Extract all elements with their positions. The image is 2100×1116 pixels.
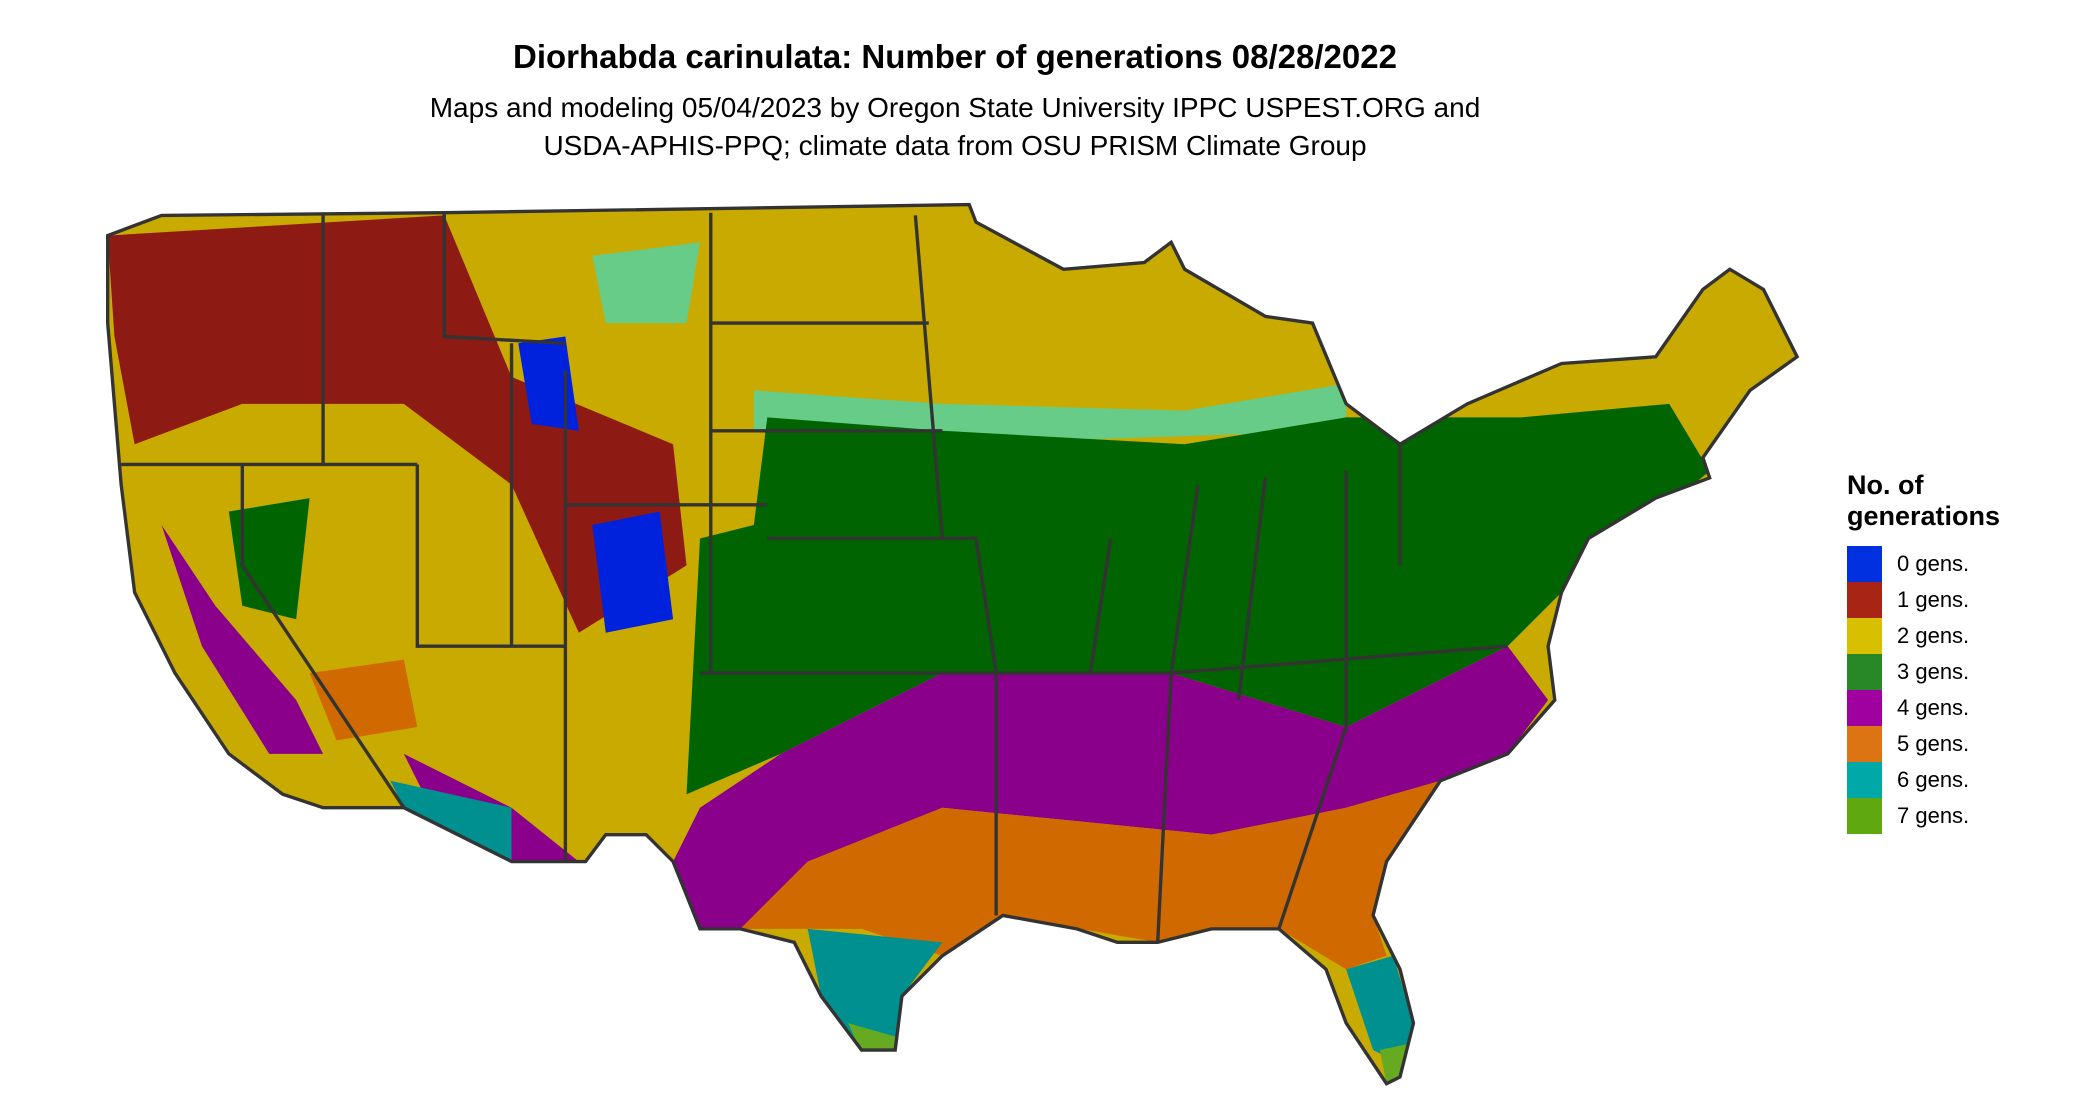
legend-label: 7 gens. — [1897, 803, 1970, 828]
state-borders — [106, 202, 1799, 1086]
map-title: Diorhabda carinulata: Number of generati… — [513, 38, 1397, 75]
region-3-gens — [228, 403, 1710, 795]
legend-item: 3 gens. — [1847, 654, 2000, 690]
legend-title-line-2: generations — [1847, 501, 2001, 531]
legend-item: 7 gens. — [1847, 798, 2000, 834]
legend-label: 0 gens. — [1897, 551, 1970, 576]
legend-label: 3 gens. — [1897, 659, 1970, 684]
legend-label: 6 gens. — [1897, 767, 1970, 792]
legend-item: 4 gens. — [1847, 690, 2000, 726]
map-subtitle-line-2: USDA-APHIS-PPQ; climate data from OSU PR… — [543, 130, 1367, 161]
legend-label: 2 gens. — [1897, 623, 1970, 648]
legend-swatch — [1847, 798, 1882, 834]
legend-item: 1 gens. — [1847, 582, 2000, 618]
region-0-gens — [518, 336, 674, 633]
legend-title: No. of generations — [1847, 470, 2000, 532]
legend-swatch — [1847, 690, 1882, 726]
region-6-gens — [390, 780, 1414, 1064]
region-3-gens-light — [592, 242, 1347, 445]
region-5-gens — [309, 659, 1441, 970]
legend-label: 5 gens. — [1897, 731, 1970, 756]
legend-item: 2 gens. — [1847, 618, 2000, 654]
region-7-gens — [848, 1023, 1411, 1084]
legend-swatch — [1847, 582, 1882, 618]
legend-swatch — [1847, 618, 1882, 654]
legend-swatch — [1847, 762, 1882, 798]
map-subtitle-line-1: Maps and modeling 05/04/2023 by Oregon S… — [429, 92, 1481, 123]
legend-swatch — [1847, 654, 1882, 690]
legend-label: 4 gens. — [1897, 695, 1970, 720]
region-1-gens — [107, 215, 687, 633]
legend-item: 5 gens. — [1847, 726, 2000, 762]
legend: No. of generations 0 gens. 1 gens. 2 gens.… — [1847, 470, 2000, 834]
legend-label: 1 gens. — [1897, 587, 1970, 612]
legend-swatch — [1847, 546, 1882, 582]
legend-item: 6 gens. — [1847, 762, 2000, 798]
legend-swatch — [1847, 726, 1882, 762]
legend-title-line-1: No. of — [1847, 470, 1924, 500]
legend-item: 0 gens. — [1847, 546, 2000, 582]
